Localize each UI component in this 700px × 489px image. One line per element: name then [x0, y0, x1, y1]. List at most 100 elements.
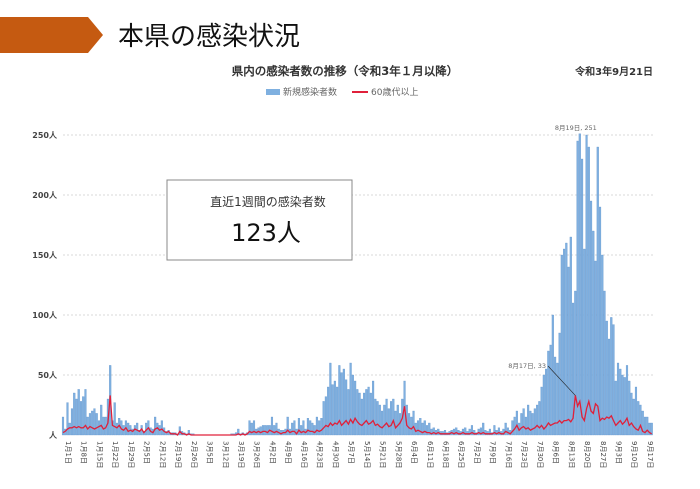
bar [270, 416, 274, 436]
bar [522, 408, 525, 436]
bar [331, 384, 334, 436]
bar [273, 425, 276, 436]
bar [336, 386, 339, 436]
bar [470, 425, 474, 436]
annotation-leader-line [547, 365, 576, 396]
legend: 新規感染者数 60歳代以上 [266, 86, 418, 98]
bar [639, 404, 642, 436]
bar [385, 398, 388, 436]
bar [84, 389, 87, 436]
bar [592, 230, 595, 436]
bar [637, 401, 640, 436]
bar [479, 427, 482, 436]
x-tick-label: 7月30日 [536, 441, 544, 468]
x-tick-label: 4月9日 [284, 441, 292, 464]
x-tick-label: 7月9日 [489, 441, 497, 464]
x-tick-label: 7月2日 [473, 441, 481, 464]
bar [625, 365, 629, 436]
y-tick-label: 50人 [38, 370, 58, 380]
title-arrow-banner [0, 17, 103, 53]
x-tick-label: 4月23日 [316, 441, 324, 468]
bar [412, 410, 415, 436]
x-tick-label: 8月13日 [567, 441, 575, 468]
bar [565, 242, 568, 436]
bar [607, 338, 611, 436]
bar [136, 422, 139, 436]
bar [95, 413, 98, 436]
bar [345, 379, 348, 436]
bar [160, 420, 163, 436]
x-tick-label: 9月10日 [630, 441, 638, 468]
x-tick-label: 3月19日 [237, 441, 245, 468]
bar [390, 401, 393, 436]
bar [86, 416, 89, 436]
bar [630, 392, 633, 436]
bar [237, 428, 240, 436]
bar [569, 236, 572, 436]
bar [587, 146, 590, 436]
bar [603, 290, 606, 436]
bar [93, 408, 96, 436]
x-tick-label: 6月25日 [457, 441, 465, 468]
bar [650, 422, 653, 436]
bar [621, 374, 624, 436]
bar [318, 420, 321, 436]
bar [452, 428, 456, 436]
bar [540, 386, 543, 436]
bar [504, 422, 507, 436]
bar [250, 422, 253, 436]
bar [432, 427, 435, 436]
bar [347, 389, 350, 436]
x-tick-label: 5月14日 [363, 441, 371, 468]
x-tick-label: 4月2日 [268, 441, 276, 464]
bar [363, 392, 366, 436]
x-tick-label: 8月27日 [599, 441, 607, 468]
x-tick-label: 8月6日 [552, 441, 560, 464]
bar [275, 422, 278, 436]
summary-box: 直近1週間の感染者数 123人 [166, 179, 353, 261]
x-tick-label: 4月16日 [300, 441, 308, 468]
x-tick-label: 6月11日 [426, 441, 434, 468]
y-tick-label: 150人 [32, 250, 58, 260]
x-tick-label: 9月17日 [646, 441, 654, 468]
bar [583, 248, 586, 436]
bar [88, 413, 92, 436]
bar [558, 332, 561, 436]
bar [497, 427, 500, 436]
annotation-60s-peak: 8月17日, 33 [508, 362, 546, 370]
bar [515, 410, 518, 436]
bar [61, 416, 65, 436]
y-tick-label: 250人 [32, 130, 58, 140]
bar [425, 425, 429, 436]
bar [614, 380, 617, 436]
x-tick-label: 5月28日 [394, 441, 402, 468]
bar [313, 425, 316, 436]
legend-label-line: 60歳代以上 [371, 86, 418, 98]
bar [127, 422, 130, 436]
bar [547, 350, 550, 436]
x-tick-label: 8月20日 [583, 441, 591, 468]
bar [520, 413, 523, 436]
bar [68, 422, 71, 436]
bar [628, 380, 631, 436]
bar [619, 368, 622, 436]
bar [264, 425, 267, 436]
bar [511, 420, 514, 436]
x-tick-label: 5月7日 [347, 441, 355, 464]
bar [378, 404, 381, 436]
annotation-peak: 8月19日, 251 [555, 124, 597, 132]
bar [527, 404, 530, 436]
bar [354, 380, 357, 436]
bar [261, 425, 265, 436]
bar [551, 314, 554, 436]
x-tick-label: 2月12日 [158, 441, 166, 468]
bar [589, 200, 593, 436]
bar [648, 422, 651, 436]
series-line-60s [62, 395, 653, 436]
bar [333, 380, 336, 436]
x-tick-label: 1月1日 [64, 441, 72, 464]
bar [82, 396, 85, 436]
bar [598, 206, 602, 436]
legend-label-bar: 新規感染者数 [283, 86, 337, 98]
bar [291, 422, 294, 436]
